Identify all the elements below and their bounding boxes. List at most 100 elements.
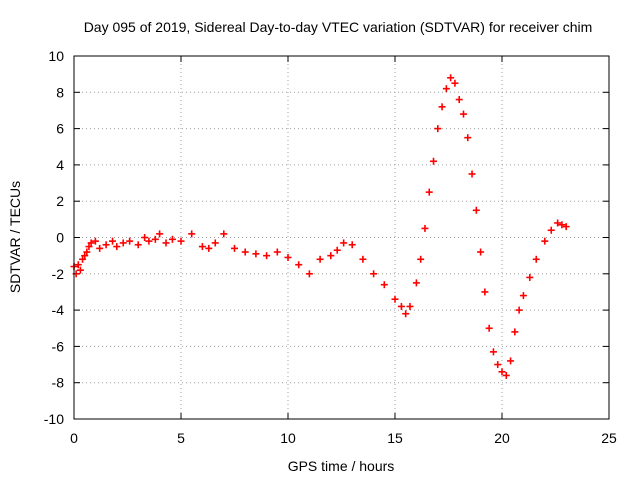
data-point — [359, 255, 367, 263]
data-point — [532, 255, 540, 263]
data-point — [156, 230, 164, 238]
data-point — [134, 241, 142, 249]
data-point — [507, 357, 515, 365]
x-tick-label: 5 — [177, 430, 185, 446]
data-point — [327, 252, 335, 260]
data-point — [340, 239, 348, 247]
data-point — [333, 246, 341, 254]
data-point — [113, 243, 121, 251]
data-point — [348, 241, 356, 249]
data-point — [397, 302, 405, 310]
data-point — [526, 273, 534, 281]
data-point — [119, 239, 127, 247]
data-point — [558, 221, 566, 229]
data-point — [87, 239, 95, 247]
y-tick-label: 8 — [56, 84, 64, 100]
data-point — [273, 248, 281, 256]
data-point — [406, 302, 414, 310]
data-point — [177, 237, 185, 245]
y-tick-label: 10 — [48, 48, 64, 64]
data-point — [430, 157, 438, 165]
data-point — [425, 188, 433, 196]
x-tick-label: 20 — [494, 430, 510, 446]
y-tick-label: -4 — [52, 302, 65, 318]
data-point — [402, 310, 410, 318]
data-point — [316, 255, 324, 263]
data-point — [83, 248, 91, 256]
data-point — [547, 226, 555, 234]
data-point — [220, 230, 228, 238]
chart-title: Day 095 of 2019, Sidereal Day-to-day VTE… — [84, 19, 593, 35]
data-point — [151, 235, 159, 243]
data-point — [438, 103, 446, 111]
data-point — [252, 250, 260, 258]
data-point — [541, 237, 549, 245]
y-tick-label: 4 — [56, 157, 64, 173]
data-point — [502, 371, 510, 379]
y-tick-label: -2 — [52, 266, 65, 282]
data-point — [481, 288, 489, 296]
data-point — [79, 255, 87, 263]
data-point — [126, 237, 134, 245]
data-series — [70, 74, 570, 379]
data-point — [412, 279, 420, 287]
data-point — [434, 125, 442, 133]
data-point — [472, 206, 480, 214]
data-point — [459, 110, 467, 118]
y-tick-label: -6 — [52, 338, 65, 354]
data-point — [205, 244, 213, 252]
data-point — [91, 237, 99, 245]
data-point — [188, 230, 196, 238]
data-point — [109, 237, 117, 245]
data-point — [421, 224, 429, 232]
data-point — [295, 261, 303, 269]
y-tick-label: 2 — [56, 193, 64, 209]
data-point — [96, 244, 104, 252]
data-point — [76, 266, 84, 274]
data-point — [511, 328, 519, 336]
data-point — [162, 239, 170, 247]
data-point — [211, 239, 219, 247]
data-point — [391, 295, 399, 303]
data-point — [168, 235, 176, 243]
y-tick-label: 6 — [56, 121, 64, 137]
data-point — [468, 170, 476, 178]
data-point — [477, 248, 485, 256]
data-point — [85, 243, 93, 251]
x-axis-label: GPS time / hours — [288, 458, 395, 474]
data-point — [370, 270, 378, 278]
data-point — [442, 85, 450, 93]
data-point — [494, 361, 502, 369]
data-point — [455, 96, 463, 104]
data-point — [305, 270, 313, 278]
data-point — [263, 252, 271, 260]
data-point — [74, 261, 82, 269]
data-point — [498, 368, 506, 376]
grid — [74, 56, 609, 419]
data-point — [515, 306, 523, 314]
data-point — [380, 281, 388, 289]
data-point — [485, 324, 493, 332]
x-tick-label: 15 — [387, 430, 403, 446]
x-tick-label: 10 — [280, 430, 296, 446]
plot-frame — [73, 55, 610, 420]
data-point — [464, 134, 472, 142]
data-point — [519, 292, 527, 300]
data-point — [141, 234, 149, 241]
data-point — [562, 223, 570, 231]
data-point — [554, 219, 562, 227]
axis-ticks: 0 5 10 15 20 25 -10 -8 -6 -4 -2 0 2 4 6 8 10 — [44, 48, 617, 446]
data-point — [284, 253, 292, 261]
data-point — [81, 252, 89, 260]
y-axis-label: SDTVAR / TECUs — [7, 181, 23, 293]
data-point — [241, 248, 249, 256]
data-point — [198, 243, 206, 251]
data-point — [447, 74, 455, 82]
y-tick-label: 0 — [56, 230, 64, 246]
data-point — [451, 79, 459, 87]
data-point — [102, 241, 110, 249]
x-tick-label: 0 — [70, 430, 78, 446]
data-point — [489, 348, 497, 356]
data-point — [231, 244, 238, 252]
